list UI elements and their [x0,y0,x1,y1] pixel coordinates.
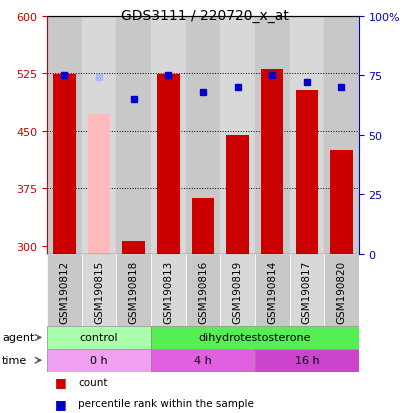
Bar [254,17,289,254]
Text: time: time [2,355,27,366]
Text: 16 h: 16 h [294,355,318,366]
Text: dihydrotestosterone: dihydrotestosterone [198,332,310,343]
Bar [122,241,145,254]
Text: GSM190817: GSM190817 [301,260,311,323]
Bar [88,114,110,254]
Bar [47,349,151,372]
Bar [185,254,220,326]
Bar [81,17,116,254]
Bar [220,17,254,254]
Text: GDS3111 / 220720_x_at: GDS3111 / 220720_x_at [121,9,288,23]
Text: control: control [80,332,118,343]
Bar [254,349,358,372]
Bar [47,326,151,349]
Text: percentile rank within the sample: percentile rank within the sample [78,399,253,408]
Text: GSM190815: GSM190815 [94,260,104,323]
Bar [185,17,220,254]
Bar [116,254,151,326]
Bar [191,199,213,254]
Text: GSM190812: GSM190812 [59,260,69,323]
Text: ■: ■ [55,397,67,410]
Text: count: count [78,377,107,387]
Bar [151,254,185,326]
Bar [260,70,283,254]
Text: GSM190820: GSM190820 [336,260,346,323]
Bar [151,17,185,254]
Bar [47,254,81,326]
Bar [53,75,76,254]
Text: agent: agent [2,332,34,343]
Bar [151,326,358,349]
Bar [329,151,352,254]
Bar [295,91,317,254]
Bar [47,17,81,254]
Bar [226,136,248,254]
Bar [324,254,358,326]
Text: 4 h: 4 h [193,355,211,366]
Text: ■: ■ [55,375,67,389]
Text: GSM190816: GSM190816 [198,260,207,323]
Bar [254,254,289,326]
Bar [81,254,116,326]
Bar [151,349,254,372]
Bar [157,75,179,254]
Text: 0 h: 0 h [90,355,108,366]
Bar [116,17,151,254]
Bar [324,17,358,254]
Bar [220,254,254,326]
Bar [289,254,324,326]
Text: GSM190813: GSM190813 [163,260,173,323]
Text: GSM190818: GSM190818 [128,260,138,323]
Text: GSM190814: GSM190814 [267,260,276,323]
Text: GSM190819: GSM190819 [232,260,242,323]
Bar [289,17,324,254]
